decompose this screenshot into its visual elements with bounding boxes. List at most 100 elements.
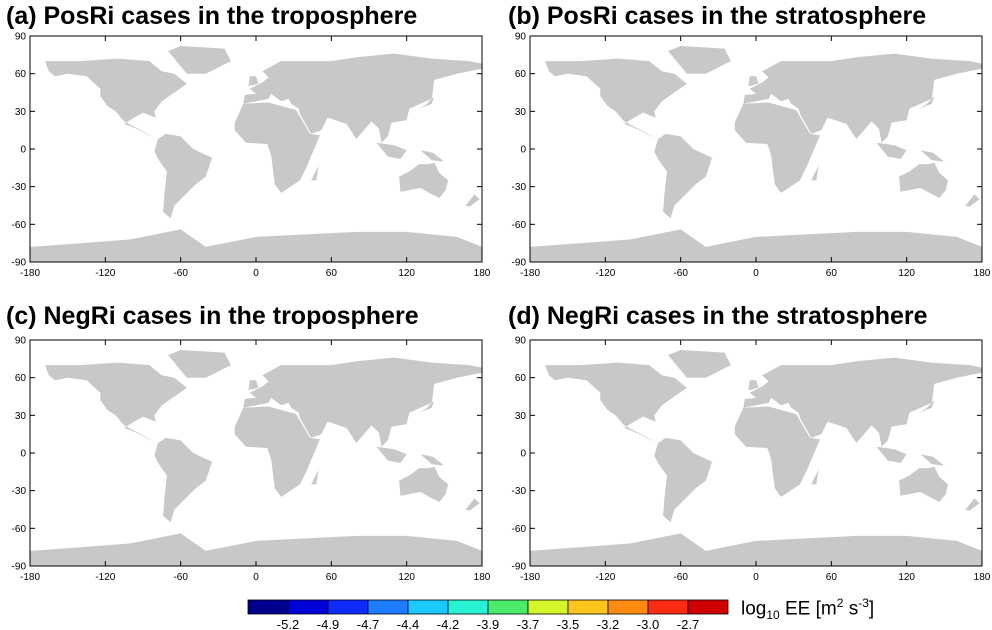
lat-tick-label: -60	[512, 220, 527, 231]
lat-tick-label: 60	[15, 373, 27, 384]
map-panel-a: -180 -120 -60 0 60 120 180 90 60 30 0 -30 -60 -90	[12, 32, 491, 280]
lat-tick-label: -90	[512, 562, 527, 573]
lon-tick-label: 120	[398, 268, 415, 279]
landmass	[234, 406, 320, 497]
landmass	[811, 164, 819, 181]
lat-tick-label: -30	[512, 182, 527, 193]
colorbar-swatch	[447, 599, 489, 615]
landmass	[654, 133, 713, 219]
landmass	[919, 400, 935, 413]
landmass	[899, 162, 949, 198]
landmass	[654, 437, 713, 523]
landmass	[920, 150, 945, 162]
lat-tick-label: 60	[15, 69, 27, 80]
lon-tick-label: -180	[20, 268, 40, 279]
landmass	[376, 142, 407, 159]
lat-tick-label: 90	[515, 32, 527, 43]
landmass	[734, 406, 820, 497]
landmass	[545, 362, 687, 443]
panel-d-title: (d) NegRi cases in the stratosphere	[508, 302, 928, 330]
colorbar-swatch	[247, 599, 289, 615]
landmass	[154, 437, 213, 523]
landmass	[248, 76, 259, 87]
lat-tick-label: -60	[12, 524, 27, 535]
lon-tick-label: -180	[20, 572, 40, 583]
lat-tick-label: -30	[512, 486, 527, 497]
lon-tick-label: 120	[398, 572, 415, 583]
landmass	[465, 194, 480, 207]
colorbar-swatch	[527, 599, 569, 615]
lon-tick-label: -60	[673, 268, 688, 279]
colorbar-swatch	[647, 599, 689, 615]
colorbar-label: -5.2	[277, 617, 299, 630]
lat-tick-label: -30	[12, 486, 27, 497]
lon-tick-label: 60	[326, 572, 338, 583]
colorbar-label: -4.9	[317, 617, 339, 630]
colorbar-swatch	[487, 599, 529, 615]
lon-tick-label: -180	[520, 268, 540, 279]
lon-tick-label: -60	[173, 268, 188, 279]
lon-tick-label: 60	[826, 268, 838, 279]
colorbar-label: -3.5	[557, 617, 579, 630]
lat-tick-label: 60	[515, 69, 527, 80]
colorbar-title: log10 EE [m2 s-3]	[741, 596, 875, 623]
colorbar-swatch	[687, 599, 729, 615]
landmass	[234, 102, 320, 193]
lon-tick-label: -120	[95, 572, 115, 583]
lon-tick-label: 180	[974, 268, 991, 279]
lon-tick-label: 120	[898, 572, 915, 583]
landmass	[899, 466, 949, 502]
lat-tick-label: 0	[520, 449, 526, 460]
landmass	[399, 162, 449, 198]
lat-tick-label: 30	[515, 411, 527, 422]
landmass	[168, 46, 231, 74]
lat-tick-label: 0	[520, 145, 526, 156]
lon-tick-label: 0	[253, 572, 259, 583]
lat-tick-label: 30	[15, 107, 27, 118]
panel-b-title: (b) PosRi cases in the stratosphere	[508, 2, 927, 30]
colorbar-swatch	[367, 599, 409, 615]
landmass	[811, 468, 819, 485]
colorbar-swatch	[607, 599, 649, 615]
lat-tick-label: -60	[12, 220, 27, 231]
lon-tick-label: -120	[595, 572, 615, 583]
landmass	[530, 229, 982, 262]
landmass	[965, 498, 980, 511]
colorbar-label: -4.7	[357, 617, 379, 630]
colorbar-label: -4.4	[397, 617, 419, 630]
map-panel-b: -180 -120 -60 0 60 120 180 90 60 30 0 -30 -60 -90	[512, 32, 991, 280]
lat-tick-label: -90	[12, 562, 27, 573]
landmass	[30, 533, 482, 566]
landmass	[748, 380, 759, 391]
lon-tick-label: 180	[474, 572, 491, 583]
landmass	[399, 466, 449, 502]
landmass	[748, 76, 759, 87]
landmass	[919, 96, 935, 109]
panel-c-title: (c) NegRi cases in the troposphere	[6, 302, 419, 330]
lat-tick-label: 30	[515, 107, 527, 118]
lon-tick-label: 120	[898, 268, 915, 279]
map-panel-d: -180 -120 -60 0 60 120 180 90 60 30 0 -30 -60 -90	[512, 336, 991, 584]
lat-tick-label: -60	[512, 524, 527, 535]
colorbar-swatch	[407, 599, 449, 615]
landmass	[243, 53, 482, 143]
landmass	[965, 194, 980, 207]
landmass	[743, 357, 982, 447]
lon-tick-label: 60	[826, 572, 838, 583]
landmass	[419, 96, 435, 109]
colorbar-label: -3.9	[477, 617, 499, 630]
landmass	[545, 58, 687, 139]
lat-tick-label: 90	[15, 336, 27, 347]
colorbar-label: -4.2	[437, 617, 459, 630]
landmass	[419, 400, 435, 413]
colorbar-label: -3.2	[597, 617, 619, 630]
landmass	[668, 350, 731, 378]
lon-tick-label: 180	[974, 572, 991, 583]
landmass	[311, 468, 319, 485]
lon-tick-label: 60	[326, 268, 338, 279]
landmass	[743, 53, 982, 143]
lon-tick-label: -60	[673, 572, 688, 583]
lon-tick-label: -180	[520, 572, 540, 583]
landmass	[876, 142, 907, 159]
